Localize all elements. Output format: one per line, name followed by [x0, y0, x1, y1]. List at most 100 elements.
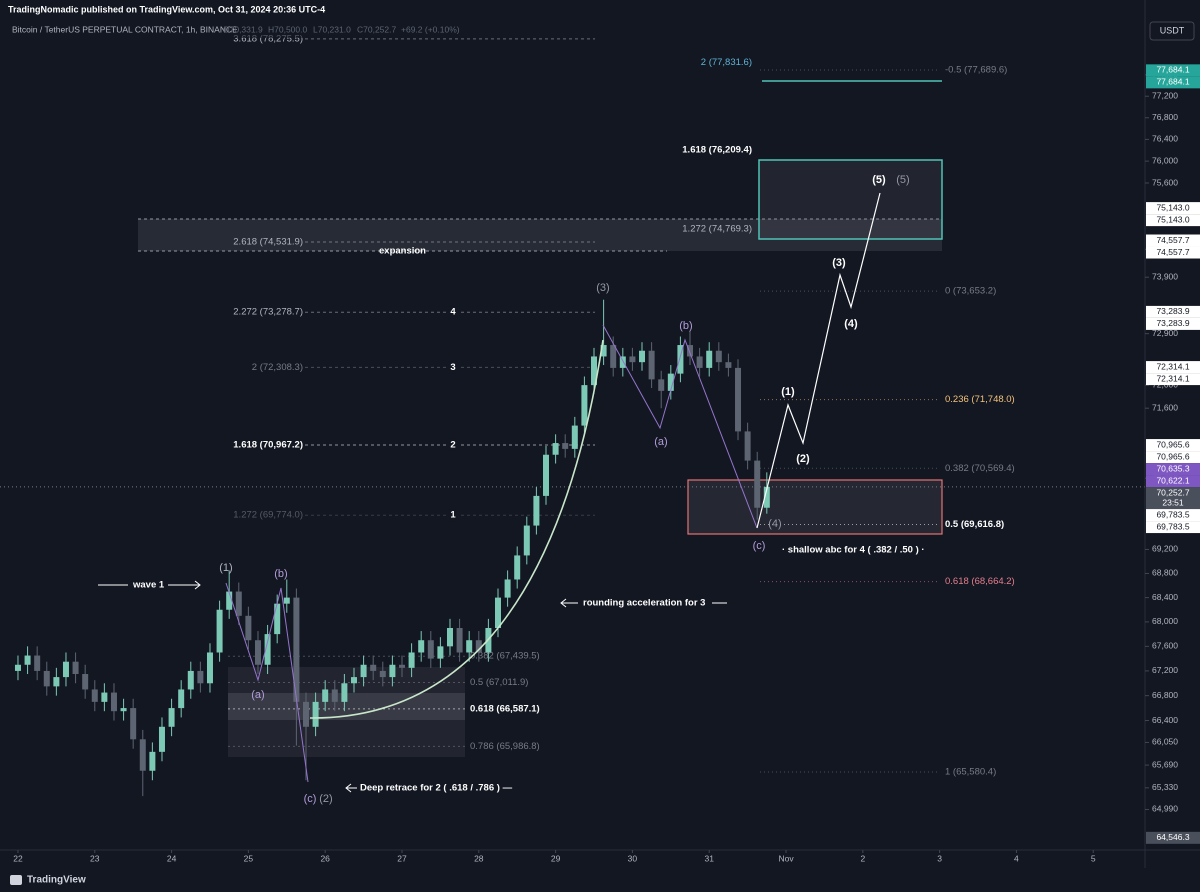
candle-body — [543, 454, 550, 496]
fib-label: 1.272 (69,774.0) — [233, 510, 303, 521]
annotation: rounding acceleration for 3 — [583, 598, 705, 609]
candle-body — [370, 664, 377, 671]
candle-body — [110, 692, 117, 712]
x-tick-label: 3 — [937, 853, 942, 863]
price-tag — [1146, 234, 1200, 247]
candle-body — [379, 670, 386, 678]
candle-body — [168, 708, 175, 727]
wave-label: (2) — [319, 793, 332, 805]
fib-label: 0.618 (66,587.1) — [470, 703, 540, 714]
candle-body — [264, 634, 271, 665]
wave-label: (c) — [304, 793, 317, 805]
price-tag-label: 77,684.1 — [1156, 77, 1189, 87]
wave-line — [225, 582, 309, 783]
candle-body — [504, 579, 511, 598]
candle-body — [302, 701, 309, 727]
wave-label: (a) — [251, 689, 264, 701]
price-tag — [1146, 64, 1200, 77]
fib-label: -0.5 (77,689.6) — [945, 65, 1007, 76]
candle-body — [706, 350, 713, 368]
x-tick-label: 31 — [704, 853, 714, 863]
marker-bg — [448, 509, 458, 522]
candle-body — [322, 689, 329, 702]
candle-body — [178, 689, 185, 709]
candle-body — [43, 670, 50, 687]
fib-levels: 0.382 (67,439.5) 0.5 (67,011.9) 0.618 (66,… — [228, 33, 1015, 778]
fib-label: 1.618 (70,967.2) — [233, 439, 303, 450]
target-box — [758, 159, 943, 240]
y-tick-label: 68,800 — [1152, 568, 1178, 578]
candle-body — [494, 597, 501, 628]
candle-body — [562, 443, 569, 449]
fib-label: 0.236 (71,748.0) — [945, 394, 1015, 405]
price-tag-label: 74,557.7 — [1156, 247, 1189, 257]
wave-label: (3) — [596, 282, 609, 294]
fib-label: 2 (77,831.6) — [701, 57, 752, 68]
fib-label: 0.5 (69,616.8) — [945, 519, 1004, 530]
candle-body — [389, 664, 396, 678]
wave2-box — [228, 667, 465, 757]
y-tick-label: 75,600 — [1152, 177, 1178, 187]
symbol: Bitcoin / TetherUS PERPETUAL CONTRACT, 1… — [12, 24, 238, 34]
price-tag — [1146, 317, 1200, 330]
price-tag — [1146, 202, 1200, 215]
x-tick-label: 23 — [90, 853, 100, 863]
candle-body — [82, 674, 89, 690]
ohlc-low: L70,231.0 — [313, 24, 351, 34]
wave-label: (1) — [219, 562, 232, 574]
fib-label: 2.618 (74,531.9) — [233, 236, 303, 247]
currency[interactable]: USDT — [1160, 25, 1185, 35]
candle-body — [754, 460, 761, 508]
candle-body — [130, 708, 137, 740]
candle-body — [571, 425, 578, 449]
footer-brand: TradingView — [27, 875, 86, 886]
wave-line — [602, 324, 758, 529]
wave-label: (3) — [832, 257, 846, 269]
fib-marker: 4 — [450, 307, 456, 318]
annotation: expansion — [379, 246, 426, 257]
price-tag — [1146, 305, 1200, 318]
currency-box[interactable] — [1149, 21, 1195, 41]
y-tick-label: 68,000 — [1152, 616, 1178, 626]
wave4-box — [687, 479, 943, 535]
y-tick-label: 76,400 — [1152, 134, 1178, 144]
candle-body — [341, 683, 348, 702]
arrow-head — [560, 598, 567, 608]
wave-label: (4) — [844, 318, 858, 330]
fib-label: 1 (65,580.4) — [945, 767, 996, 778]
ohlc-open: O70,331.9 — [223, 24, 263, 34]
candle-body — [34, 655, 41, 671]
candle-body — [610, 345, 617, 368]
candle-body — [475, 640, 482, 653]
wave-label: (5) — [872, 174, 886, 186]
annotation: wave 1 — [132, 580, 165, 591]
price-tag-label: 70,622.1 — [1156, 475, 1189, 485]
wave-label: (4) — [768, 518, 781, 530]
candle-body — [360, 664, 367, 678]
price-tag — [1146, 373, 1200, 386]
candle-body — [206, 652, 213, 684]
candle-body — [274, 603, 281, 635]
candle-body — [283, 597, 290, 604]
annotation: Deep retrace for 2 ( .618 / .786 ) — — [360, 783, 513, 794]
candle-body — [226, 591, 233, 610]
candle-body — [197, 670, 204, 684]
y-tick-label: 66,400 — [1152, 715, 1178, 725]
candle-body — [744, 431, 751, 461]
price-tag-label: 70,965.6 — [1156, 439, 1189, 449]
candle-body — [331, 689, 338, 702]
candle-body — [696, 356, 703, 368]
fib-marker: 1 — [450, 510, 456, 521]
fib-marker: 2 — [450, 439, 455, 450]
publisher: TradingNomadic published on TradingView.… — [8, 4, 325, 14]
candle-body — [91, 689, 98, 702]
candle-body — [350, 677, 357, 684]
y-tick-label: 66,050 — [1152, 737, 1178, 747]
marker-bg — [448, 438, 458, 451]
candle-body — [456, 627, 463, 653]
candle-body — [293, 597, 300, 702]
axes: 77,60077,20076,80076,40076,00075,60074,4… — [13, 64, 1200, 863]
price-tag-label: 73,283.9 — [1156, 318, 1189, 328]
x-tick-label: 5 — [1091, 853, 1096, 863]
drawings — [98, 192, 881, 793]
